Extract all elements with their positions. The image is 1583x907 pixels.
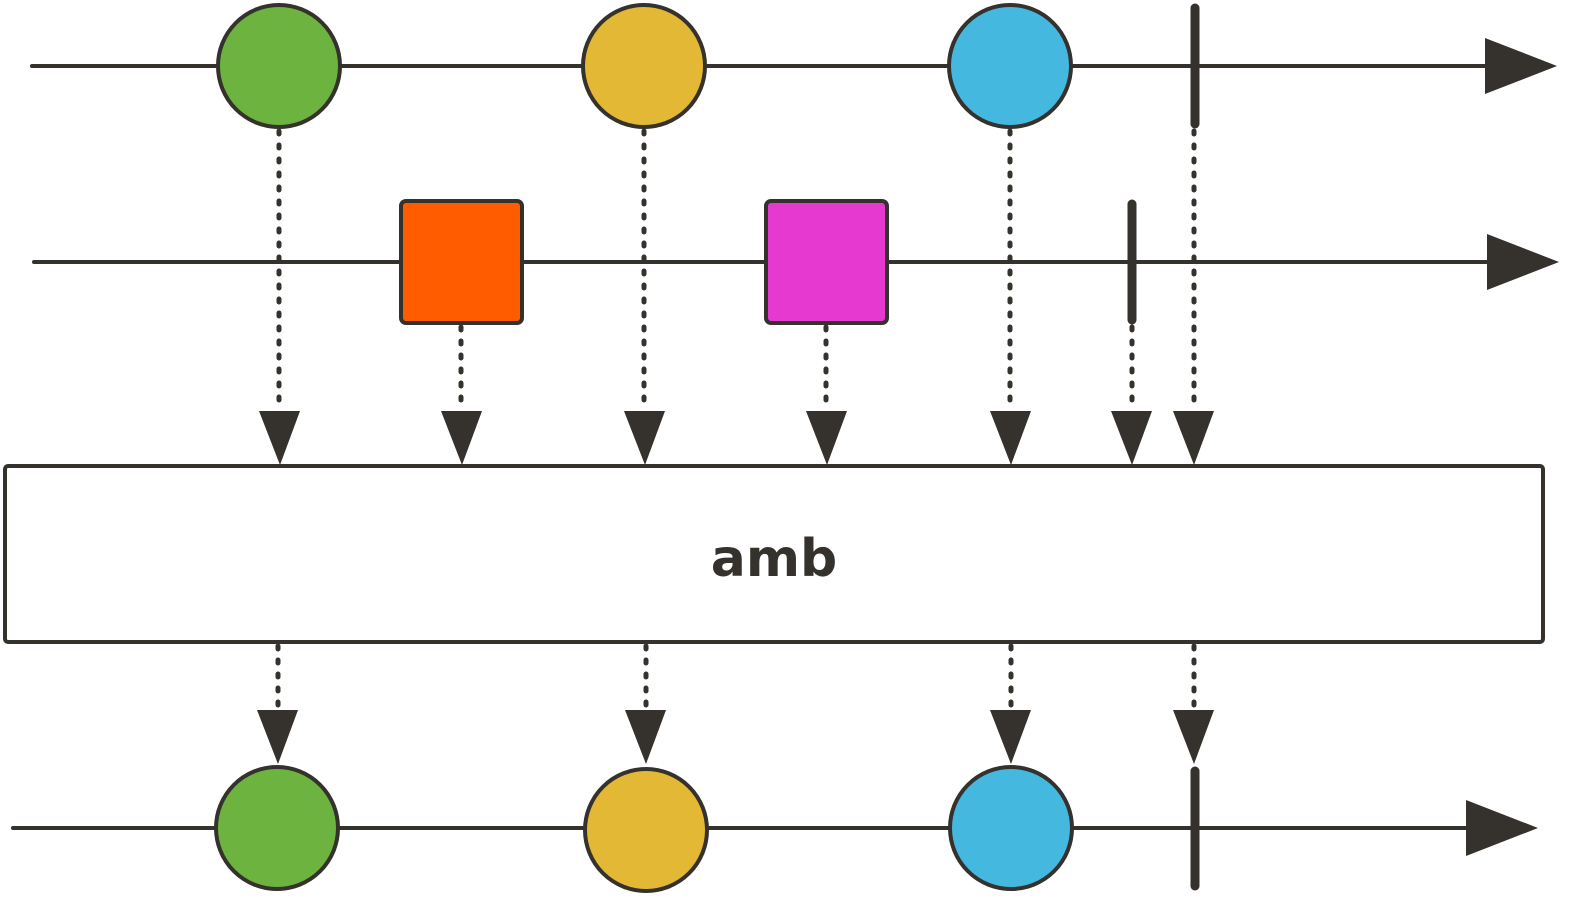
- marble-yellow-1: [581, 3, 707, 129]
- marble-green-1: [216, 3, 342, 129]
- emission-arrowhead: [625, 710, 666, 764]
- output-emission-lines: [257, 643, 1214, 764]
- output-stream: [11, 765, 1538, 893]
- emission-arrowhead: [1111, 411, 1152, 465]
- operator-box: [3, 464, 1545, 644]
- timeline-1-arrowhead: [1485, 38, 1557, 94]
- source-stream-1: [30, 3, 1557, 129]
- marble-blue-output: [948, 765, 1074, 891]
- emission-arrowhead: [1173, 710, 1214, 764]
- timeline-2-arrowhead: [1487, 234, 1559, 290]
- marble-green-output: [214, 765, 340, 891]
- marble-magenta-square: [764, 199, 889, 325]
- emission-arrowhead: [1173, 411, 1214, 465]
- marble-yellow-output: [583, 767, 709, 893]
- emission-arrowhead: [257, 710, 298, 764]
- input-emission-lines: [259, 128, 1214, 465]
- marble-blue-1: [947, 3, 1073, 129]
- emission-arrowhead: [990, 710, 1031, 764]
- timeline-output-arrowhead: [1466, 800, 1538, 856]
- emission-arrowhead: [441, 411, 482, 465]
- emission-arrowhead: [806, 411, 847, 465]
- operator: amb: [3, 464, 1545, 644]
- emission-arrowhead: [624, 411, 665, 465]
- marble-orange-square: [399, 199, 524, 325]
- source-stream-2: [32, 199, 1559, 325]
- emission-arrowhead: [990, 411, 1031, 465]
- emission-arrowhead: [259, 411, 300, 465]
- operator-label: amb: [711, 529, 838, 589]
